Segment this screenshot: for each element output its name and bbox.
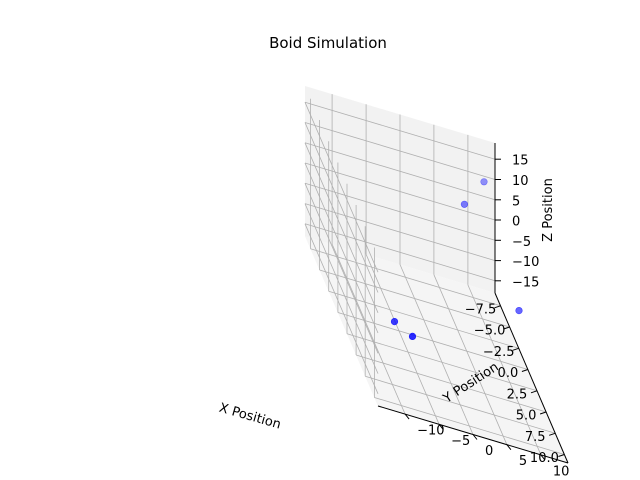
grid-z-right-1 <box>304 203 496 261</box>
x-tick-label-0: −7.5 <box>465 302 497 317</box>
data-points <box>390 178 523 341</box>
z-tick-label-6: 15 <box>512 154 529 169</box>
x-tick-mark-5 <box>539 411 547 415</box>
z-tick-label-1: −10 <box>512 255 539 270</box>
y-tick-mark-0 <box>404 413 410 420</box>
z-axis-label: Z Position <box>541 178 556 242</box>
boid-point-0 <box>480 178 488 186</box>
x-tick-label-6: 7.5 <box>525 430 546 445</box>
grid-z-left-0 <box>304 223 379 394</box>
grid-z-right-0 <box>304 223 496 282</box>
y-tick-label-0: −10 <box>417 424 444 439</box>
x-tick-label-3: 0.0 <box>498 366 519 381</box>
y-tick-mark-2 <box>472 434 478 440</box>
grid-y-floor-3 <box>433 274 508 445</box>
boid-point-1 <box>460 200 469 208</box>
x-axis-line <box>494 292 569 464</box>
grid-y-floor-0 <box>331 243 406 415</box>
y-tick-label-1: −5 <box>451 434 470 449</box>
grid-z-left-2 <box>304 183 379 354</box>
z-tick-label-3: 0 <box>512 215 520 230</box>
grid-z-left-5 <box>304 122 379 293</box>
grid-z-right-3 <box>304 162 496 221</box>
boid-point-2 <box>515 307 523 315</box>
tick-labels: −7.5 −5.0 −2.5 0.0 2.5 5.0 7.5 10.0 −10 −5 0 5 10 −15… <box>417 154 569 480</box>
grid-z-left-6 <box>304 102 379 273</box>
grid-z-left-4 <box>304 142 379 313</box>
grid-z-right-4 <box>304 142 496 201</box>
x-tick-mark-2 <box>512 347 519 351</box>
x-tick-label-1: −5.0 <box>474 324 506 339</box>
z-tick-label-2: −5 <box>512 235 531 250</box>
x-axis-label: X Position <box>217 401 282 433</box>
z-tick-label-5: 10 <box>512 174 529 189</box>
x-tick-mark-7 <box>558 454 565 457</box>
grid-z-left-1 <box>304 203 379 374</box>
grid-z-left-3 <box>304 162 379 334</box>
grid-y-floor-4 <box>467 284 542 456</box>
boid-point-3 <box>408 332 417 341</box>
x-tick-label-2: −2.5 <box>483 345 515 360</box>
grid-y-floor-1 <box>365 254 440 425</box>
grid-z-right-5 <box>304 122 496 180</box>
x-tick-mark-4 <box>530 390 538 394</box>
x-tick-mark-6 <box>549 432 556 436</box>
boid-point-4 <box>390 318 399 326</box>
z-tick-label-0: −15 <box>512 275 539 290</box>
y-tick-mark-4 <box>540 454 546 461</box>
x-tick-mark-0 <box>494 305 501 309</box>
grid-y-floor-2 <box>399 264 474 435</box>
y-tick-label-3: 5 <box>519 454 527 469</box>
grid-lines <box>304 94 565 456</box>
x-tick-label-4: 2.5 <box>507 387 528 402</box>
y-tick-label-4: 10 <box>553 464 570 479</box>
x-tick-mark-1 <box>503 326 510 330</box>
y-tick-label-2: 0 <box>485 444 493 459</box>
x-tick-mark-3 <box>521 369 529 372</box>
x-tick-label-7: 10.0 <box>530 451 559 466</box>
y-tick-mark-3 <box>506 444 512 451</box>
grid-z-right-2 <box>304 182 496 241</box>
z-tick-label-4: 5 <box>512 194 520 209</box>
grid-z-right-6 <box>304 101 496 160</box>
y-tick-mark-1 <box>438 423 444 430</box>
chart-title: Boid Simulation <box>269 34 387 52</box>
x-tick-label-5: 5.0 <box>516 409 537 424</box>
axis-lines <box>377 143 569 464</box>
